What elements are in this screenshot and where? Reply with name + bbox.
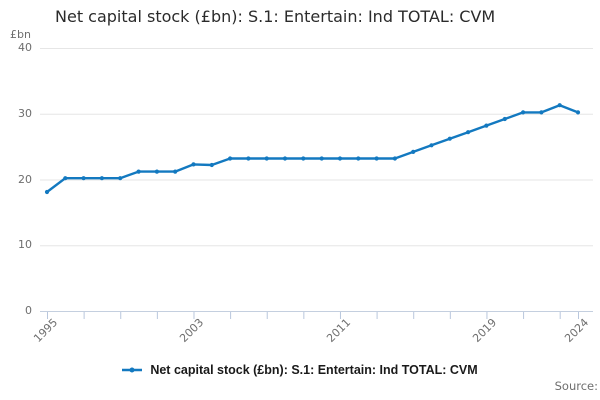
data-point-marker bbox=[154, 169, 159, 174]
data-point-marker bbox=[136, 169, 141, 174]
data-point-marker bbox=[429, 143, 434, 148]
data-point-marker bbox=[411, 149, 416, 154]
data-point-marker bbox=[173, 169, 178, 174]
data-point-marker bbox=[521, 110, 526, 115]
data-point-marker bbox=[282, 156, 288, 161]
y-tick-label: 40 bbox=[18, 41, 32, 54]
data-point-marker bbox=[447, 136, 452, 141]
y-axis-unit-label: £bn bbox=[10, 28, 31, 41]
legend-series-marker-icon bbox=[122, 367, 143, 373]
data-point-marker bbox=[484, 123, 489, 128]
data-point-marker bbox=[319, 156, 324, 161]
data-point-marker bbox=[502, 116, 507, 122]
legend-label: Net capital stock (£bn): S.1: Entertain:… bbox=[150, 363, 478, 377]
data-point-marker bbox=[264, 156, 269, 161]
data-point-marker bbox=[246, 156, 251, 161]
y-tick-label: 20 bbox=[18, 172, 32, 186]
data-point-marker bbox=[301, 156, 306, 161]
data-point-marker bbox=[392, 156, 397, 161]
y-tick-label: 10 bbox=[18, 238, 32, 252]
data-series-line bbox=[45, 103, 580, 194]
data-point-marker bbox=[337, 156, 343, 161]
data-point-marker bbox=[466, 130, 471, 135]
data-point-marker bbox=[81, 176, 86, 181]
data-point-marker bbox=[44, 189, 50, 195]
data-point-marker bbox=[118, 176, 123, 181]
y-tick-label: 0 bbox=[25, 304, 32, 317]
legend: Net capital stock (£bn): S.1: Entertain:… bbox=[0, 363, 600, 377]
data-point-marker bbox=[356, 156, 361, 161]
data-point-marker bbox=[63, 176, 68, 181]
data-point-marker bbox=[374, 156, 379, 161]
legend-dot-icon bbox=[129, 367, 135, 373]
data-point-marker bbox=[191, 162, 196, 167]
data-point-marker bbox=[228, 156, 233, 161]
data-point-marker bbox=[539, 110, 544, 115]
data-point-marker bbox=[99, 176, 104, 181]
chart-title: Net capital stock (£bn): S.1: Entertain:… bbox=[55, 7, 496, 26]
chart-plot-area bbox=[40, 48, 593, 319]
data-point-marker bbox=[575, 110, 581, 115]
source-label: Source: bbox=[554, 379, 598, 393]
data-point-marker bbox=[557, 103, 562, 108]
y-tick-label: 30 bbox=[18, 106, 32, 120]
data-point-marker bbox=[209, 162, 214, 168]
